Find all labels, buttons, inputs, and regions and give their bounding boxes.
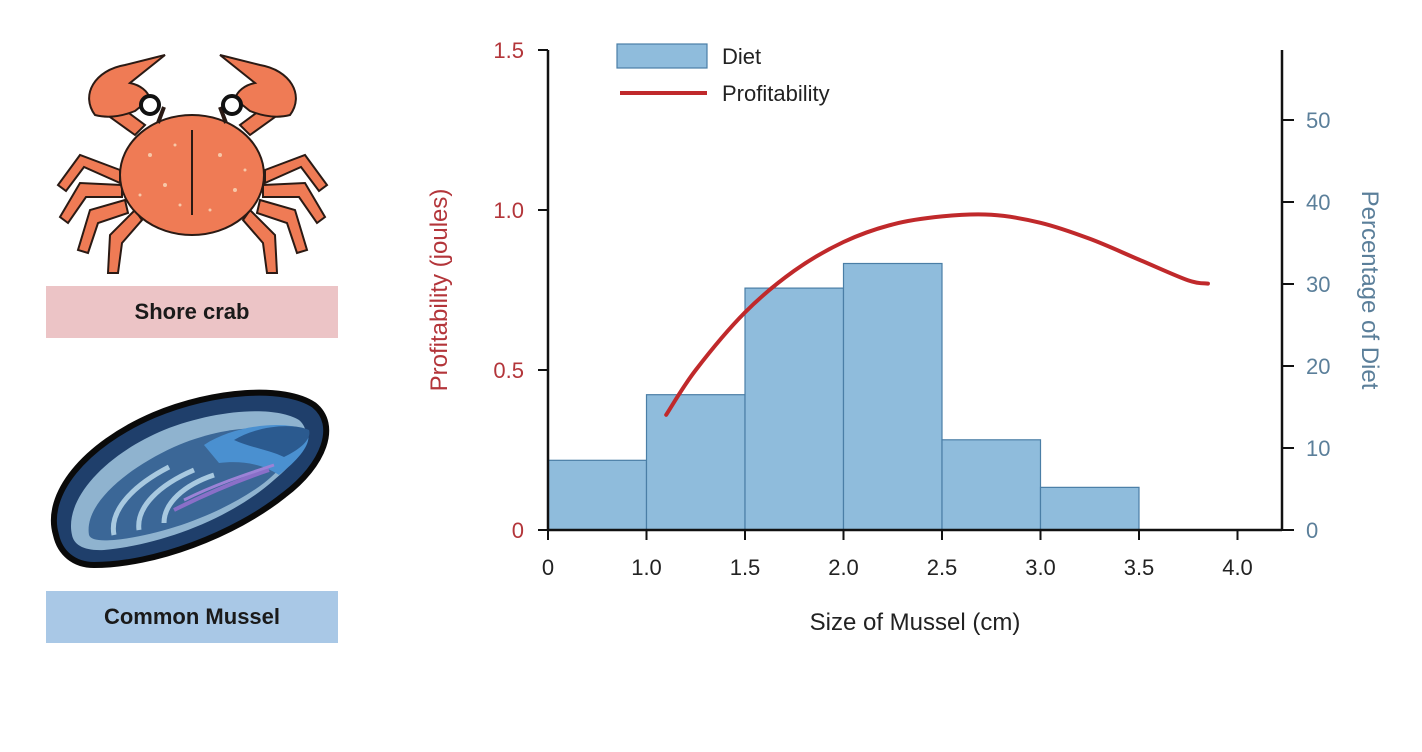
- shore-crab-illustration: [56, 54, 329, 274]
- x-tick-label-4: 2.5: [927, 555, 958, 580]
- right-tick-label-1: 10: [1306, 436, 1330, 461]
- common-mussel-label: Common Mussel: [46, 591, 338, 643]
- shore-crab-label: Shore crab: [46, 286, 338, 338]
- profitability-line-layer: [664, 212, 1210, 417]
- x-tick-label-0: 0: [542, 555, 554, 580]
- right-tick-label-5: 50: [1306, 108, 1330, 133]
- diet-bar-0: [547, 459, 648, 531]
- legend-diet-swatch: [616, 43, 708, 69]
- right-tick-label-2: 20: [1306, 354, 1330, 379]
- profitability-line: [664, 212, 1210, 417]
- left-y-axis-label: Profitability (joules): [426, 189, 453, 392]
- common-mussel-illustration: [50, 389, 330, 569]
- diet-bar-5: [1039, 486, 1140, 531]
- diet-bar-3: [842, 262, 943, 531]
- axes: [538, 49, 1294, 540]
- left-tick-label-0: 0: [512, 518, 524, 543]
- right-tick-label-3: 30: [1306, 272, 1330, 297]
- left-tick-label-3: 1.5: [493, 38, 524, 63]
- right-tick-label-0: 0: [1306, 518, 1318, 543]
- x-axis-label: Size of Mussel (cm): [810, 609, 1021, 636]
- legend-profitability-label: Profitability: [722, 81, 830, 106]
- right-y-axis-label: Percentage of Diet: [1356, 191, 1383, 390]
- x-tick-label-7: 4.0: [1222, 555, 1253, 580]
- left-tick-label-1: 0.5: [493, 358, 524, 383]
- diet-bar-2: [744, 287, 845, 531]
- legend-diet-label: Diet: [722, 44, 761, 69]
- x-tick-label-6: 3.5: [1124, 555, 1155, 580]
- x-tick-label-3: 2.0: [828, 555, 859, 580]
- x-tick-label-1: 1.0: [631, 555, 662, 580]
- right-tick-label-4: 40: [1306, 190, 1330, 215]
- x-tick-label-2: 1.5: [730, 555, 761, 580]
- x-tick-label-5: 3.0: [1025, 555, 1056, 580]
- diet-bar-4: [941, 439, 1042, 531]
- diet-bar-1: [645, 394, 746, 531]
- tick-labels: 0 1.0 1.5 2.0 2.5 3.0 3.5 4.0 0 0.5 1.0 1.5 0 10 20 30 4…: [493, 38, 1330, 580]
- diet-bars: [547, 262, 1140, 531]
- legend: Diet Profitability: [616, 43, 830, 106]
- left-tick-label-2: 1.0: [493, 198, 524, 223]
